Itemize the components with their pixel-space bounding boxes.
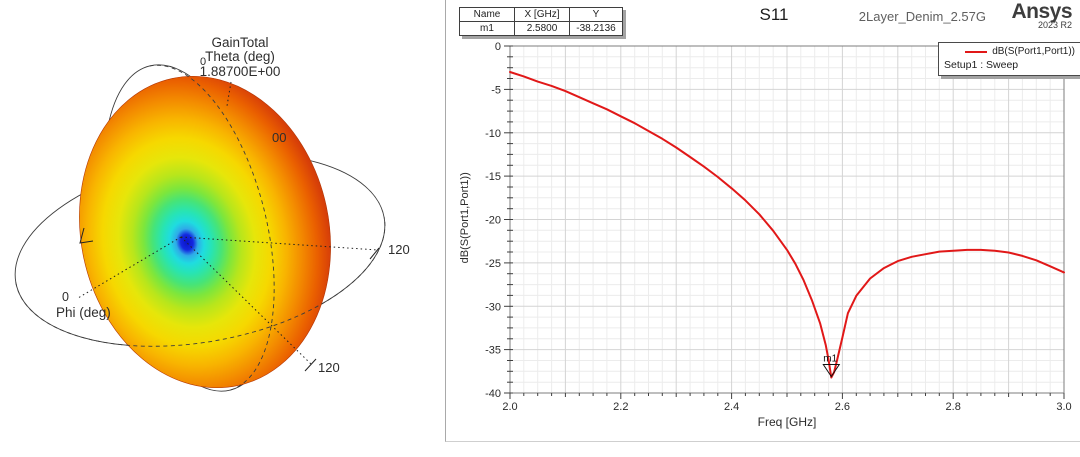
bottom-120-label: 120 [318,360,340,375]
theta-circle-front-arc [149,64,275,391]
s11-curve [509,71,1065,379]
radiation-pattern-panel: GainTotal Theta (deg) 1.88700E+00 0 00 1… [0,0,445,452]
y-tick-label: -25 [485,258,501,270]
marker-m1-triangle[interactable] [822,364,841,378]
marker-table-cell: -38.2136 [569,21,623,36]
marker-table-row[interactable]: m1 2.5800 -38.2136 [459,21,623,36]
x-tick-label: 2.0 [502,401,517,413]
design-name: 2Layer_Denim_2.57G [858,9,986,24]
radiation-donut-lobe [79,75,331,389]
radiation-pattern-canvas [14,64,386,392]
brand-version: 2023 R2 [1037,20,1072,30]
x-tick-label: 3.0 [1056,401,1071,413]
legend-setup-label: Setup1 : Sweep [944,59,1019,71]
curve-legend[interactable]: dB(S(Port1,Port1)) Setup1 : Sweep [938,42,1080,76]
y-tick-label: 0 [495,41,501,53]
x-tick-label: 2.2 [613,401,628,413]
gain-legend-value: 1.88700E+00 [199,64,281,80]
marker-table[interactable]: Name X [GHz] Y m1 2.5800 -38.2136 [459,7,623,36]
brand-logo: Ansys [1011,0,1072,23]
phi-axis-label: Phi (deg) [56,305,111,320]
phi-circle-front-arc [15,217,386,347]
plot-title: S11 [759,5,789,24]
y-tick-label: -35 [485,345,501,357]
gain-legend-title: GainTotal [211,35,269,50]
major-gridlines [510,46,1064,393]
axis-ticks [504,45,1065,399]
axis-origin-marker [79,227,94,244]
legend-series-row: dB(S(Port1,Port1)) [944,46,1075,57]
y-axis-title: dB(S(Port1,Port1)) [459,172,472,264]
brand-block: Ansys 2023 R2 [996,1,1072,30]
phi-zero-label: 0 [62,290,69,304]
series-label: dB(S(Port1,Port1)) [992,46,1075,57]
y-tick-label: -30 [485,301,501,313]
s11-report-panel: Name X [GHz] Y m1 2.5800 -38.2136 S11 2L… [445,0,1080,442]
x-tick-label: 2.4 [724,401,739,413]
y-tick-label: -15 [485,171,501,183]
x-tick-label: 2.6 [835,401,850,413]
angle-tick-marks [79,227,380,372]
gain-legend-subtitle: Theta (deg) [205,49,275,65]
x-axis-title: Freq [GHz] [757,415,817,429]
angle-rays [77,81,379,366]
tick-bottom-120 [304,358,317,372]
y-tick-label: -5 [491,84,501,96]
series-color-swatch [965,50,988,53]
ray-to-phi-zero [77,236,182,299]
y-tick-label: -10 [485,128,501,140]
occluded-angle-label: 00 [272,130,287,145]
ray-to-right-120 [180,236,379,251]
right-120-label: 120 [388,242,410,257]
theta-zero-label: 0 [200,56,207,68]
gain-legend: GainTotal Theta (deg) 1.88700E+00 [155,35,325,80]
tick-right-120 [369,247,380,260]
x-tick-label: 2.8 [946,401,961,413]
y-tick-label: -20 [485,215,501,227]
marker-table-cell: m1 [459,21,515,36]
marker-m1-label: m1 [823,354,837,365]
s11-plot-canvas: 2.0 2.2 2.4 2.6 2.8 3.0 0 -5 -10 -15 -20 -25 -30 -35 -… [485,41,1072,413]
y-tick-label: -40 [485,388,501,400]
